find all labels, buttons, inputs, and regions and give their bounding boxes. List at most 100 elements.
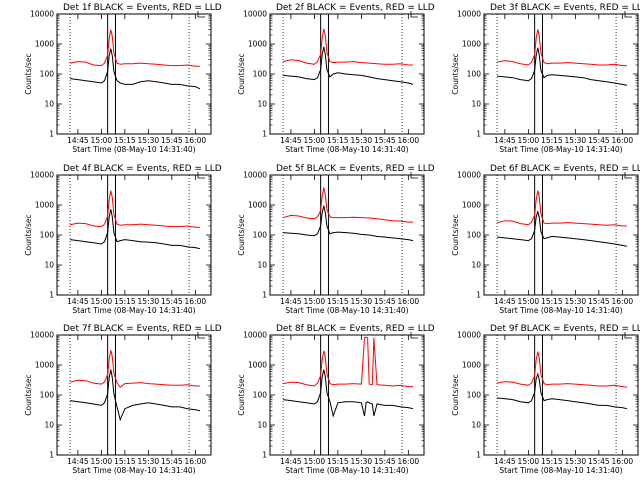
x-tick-label: 16:00 [612, 297, 634, 306]
x-tick-label: 14:45 [67, 297, 89, 306]
series-line-lld [496, 190, 627, 227]
y-tick-label: 10000 [457, 10, 481, 19]
x-tick-label: 15:45 [161, 297, 183, 306]
x-tick-label: 15:00 [304, 136, 326, 145]
y-axis-label: Counts/sec [24, 214, 33, 255]
series-line-lld [497, 351, 628, 388]
x-tick-label: 16:00 [398, 457, 420, 466]
y-axis-label: Counts/sec [237, 374, 246, 415]
x-tick-label: 15:45 [374, 297, 396, 306]
x-axis-label: Start Time (08-May-10 14:31:40) [285, 466, 408, 475]
series-line-events [70, 209, 201, 250]
x-tick-label: 16:00 [185, 297, 207, 306]
y-tick-label: 1 [262, 451, 267, 460]
x-tick-label: 15:45 [588, 457, 610, 466]
y-tick-label: 100 [253, 70, 268, 79]
x-tick-label: 14:45 [280, 457, 302, 466]
y-axis-label: Counts/sec [237, 214, 246, 255]
y-tick-label: 1 [476, 291, 481, 300]
chart-panel: Det 8f BLACK = Events, RED = LLD 1 10 100 10… [237, 324, 435, 475]
x-tick-label: 14:45 [280, 136, 302, 145]
y-tick-label: 1000 [35, 40, 54, 49]
plot-frame [483, 13, 639, 135]
series-line-events [497, 209, 628, 247]
x-tick-label: 15:30 [565, 297, 587, 306]
x-tick-label: 15:15 [114, 297, 136, 306]
chart-panel: Det 9f BLACK = Events, RED = LLD 1 10 100 10… [451, 324, 640, 475]
x-tick-label: 16:00 [398, 136, 420, 145]
x-tick-label: 15:00 [91, 457, 113, 466]
series-line-events [283, 369, 414, 418]
plot-frame [269, 174, 425, 296]
x-tick-label: 16:00 [612, 136, 634, 145]
x-tick-label: 15:00 [518, 297, 540, 306]
y-tick-label: 10000 [30, 10, 54, 19]
y-tick-label: 10 [471, 100, 481, 109]
chart-title: Det 2f BLACK = Events, RED = LLD [276, 3, 435, 13]
x-axis-label: Start Time (08-May-10 14:31:40) [499, 306, 622, 315]
x-tick-label: 16:00 [398, 297, 420, 306]
x-tick-label: 15:00 [91, 136, 113, 145]
x-tick-label: 15:45 [374, 136, 396, 145]
x-tick-label: 16:00 [185, 457, 207, 466]
y-tick-label: 1000 [248, 40, 267, 49]
x-tick-label: 16:00 [185, 136, 207, 145]
chart-panel: Det 5f BLACK = Events, RED = LLD 1 10 100 10… [237, 164, 435, 315]
x-tick-label: 15:30 [351, 457, 373, 466]
plot-frame [269, 334, 425, 456]
x-tick-label: 15:00 [518, 457, 540, 466]
x-tick-label: 14:45 [67, 136, 89, 145]
corner-marker [624, 172, 632, 179]
series-line-events [70, 48, 201, 90]
x-tick-label: 14:45 [280, 297, 302, 306]
y-tick-label: 1 [49, 291, 54, 300]
series-line-lld [69, 190, 200, 228]
y-tick-label: 1 [476, 130, 481, 139]
y-tick-label: 1000 [462, 40, 481, 49]
x-tick-label: 15:45 [588, 136, 610, 145]
y-tick-label: 100 [467, 231, 482, 240]
series-line-lld [283, 336, 413, 388]
y-tick-label: 10000 [30, 331, 54, 340]
series-line-lld [282, 28, 413, 66]
y-tick-label: 10000 [457, 331, 481, 340]
chart-panel: Det 3f BLACK = Events, RED = LLD 1 10 100 10… [451, 3, 640, 154]
y-tick-label: 1 [262, 130, 267, 139]
x-tick-label: 15:45 [161, 136, 183, 145]
corner-marker [197, 332, 205, 339]
plot-frame [483, 334, 639, 456]
corner-marker [197, 11, 205, 18]
y-tick-label: 100 [40, 70, 55, 79]
y-tick-label: 1 [49, 451, 54, 460]
y-axis-label: Counts/sec [451, 53, 460, 94]
x-tick-label: 15:00 [304, 457, 326, 466]
y-tick-label: 100 [40, 231, 55, 240]
series-line-lld [282, 187, 413, 223]
series-line-events [70, 369, 201, 422]
chart-title: Det 1f BLACK = Events, RED = LLD [63, 3, 222, 13]
x-tick-label: 15:30 [565, 457, 587, 466]
x-tick-label: 15:00 [518, 136, 540, 145]
x-tick-label: 15:30 [138, 457, 160, 466]
y-tick-label: 100 [40, 391, 55, 400]
x-tick-label: 14:45 [67, 457, 89, 466]
x-axis-label: Start Time (08-May-10 14:31:40) [499, 466, 622, 475]
x-tick-label: 15:15 [327, 457, 349, 466]
series-line-lld [69, 350, 200, 389]
x-tick-label: 15:15 [541, 136, 563, 145]
chart-title: Det 5f BLACK = Events, RED = LLD [276, 164, 435, 174]
x-tick-label: 15:15 [114, 136, 136, 145]
chart-title: Det 4f BLACK = Events, RED = LLD [63, 164, 222, 174]
y-tick-label: 10 [257, 100, 267, 109]
chart-panel: Det 6f BLACK = Events, RED = LLD 1 10 100 10… [451, 164, 640, 315]
chart-panel: Det 1f BLACK = Events, RED = LLD 1 10 100 10… [24, 3, 222, 154]
x-tick-label: 15:45 [374, 457, 396, 466]
y-tick-label: 1000 [35, 201, 54, 210]
y-tick-label: 100 [467, 391, 482, 400]
corner-marker [624, 11, 632, 18]
x-tick-label: 14:45 [494, 136, 516, 145]
x-tick-label: 15:30 [138, 136, 160, 145]
y-tick-label: 10 [44, 100, 54, 109]
y-tick-label: 10 [257, 421, 267, 430]
x-tick-label: 15:00 [304, 297, 326, 306]
